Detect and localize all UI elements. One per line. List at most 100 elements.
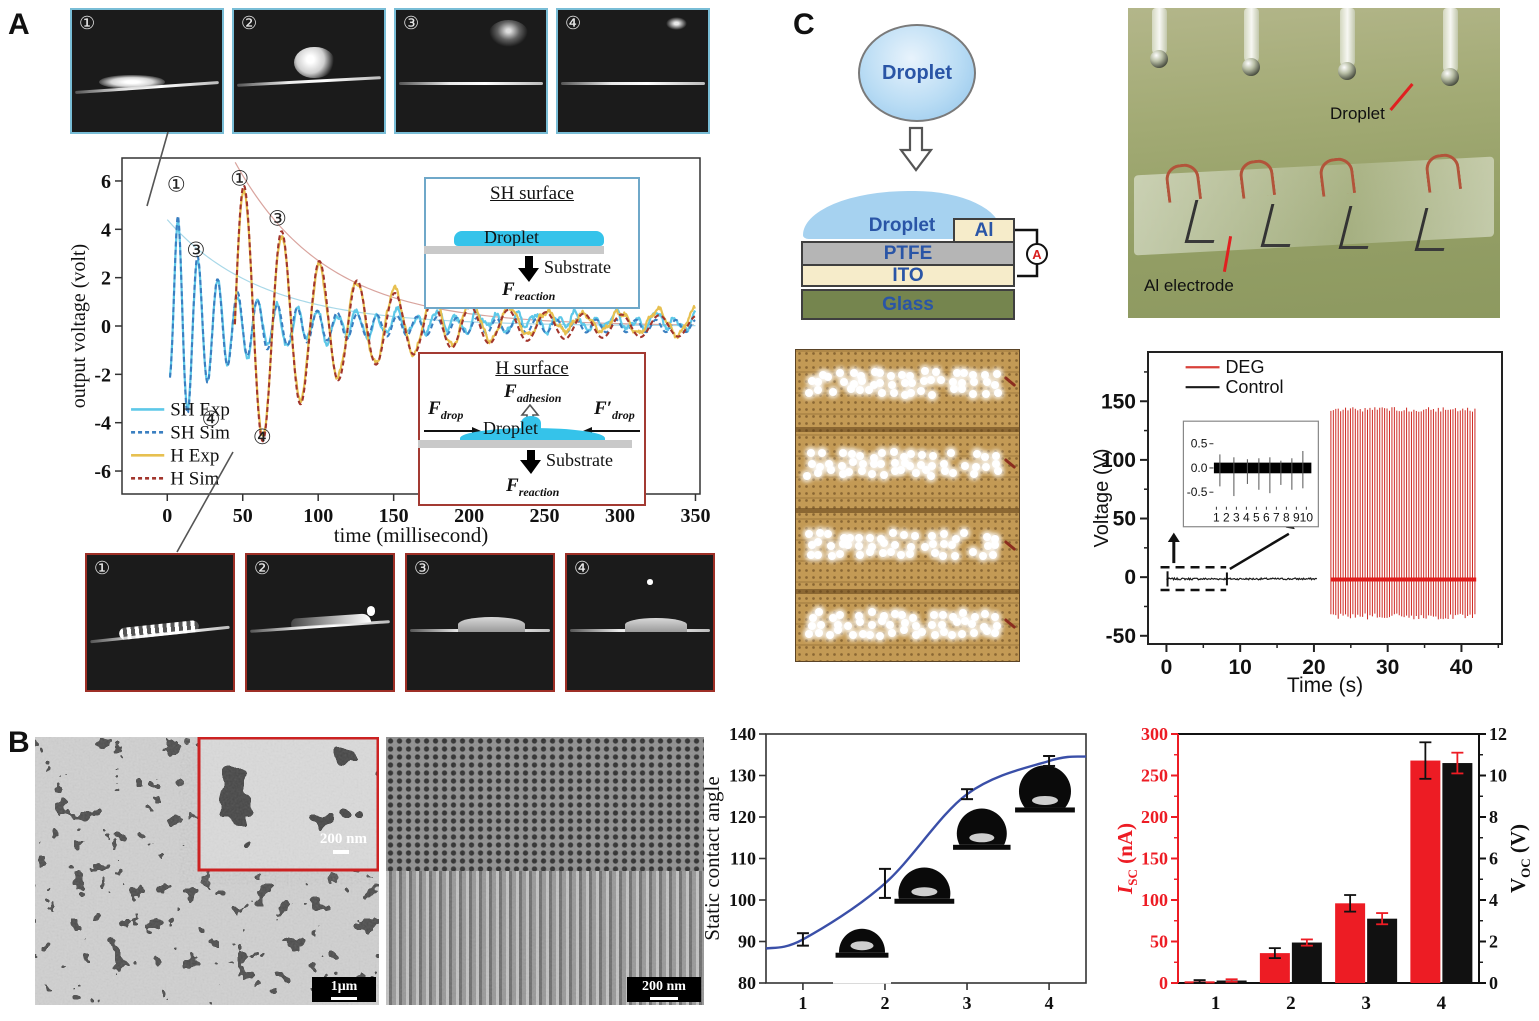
- svg-text:50: 50: [1113, 508, 1136, 531]
- substrate-label: Substrate: [544, 257, 611, 277]
- wire-stub: [1003, 375, 1017, 388]
- led-dot: [927, 390, 936, 399]
- svg-text:3: 3: [1361, 993, 1371, 1014]
- svg-text:100: 100: [1101, 449, 1136, 472]
- breadboard-groove: [796, 589, 1019, 594]
- led-dot: [890, 540, 899, 549]
- inset-scale-bar: [333, 850, 349, 854]
- led-dot: [838, 469, 847, 478]
- led-dot: [891, 610, 900, 619]
- droplet-hump: [625, 618, 687, 632]
- svg-text:6: 6: [101, 171, 111, 193]
- nozzle: [1443, 8, 1458, 74]
- svg-text:-0.5: -0.5: [1187, 485, 1208, 499]
- svg-text:250: 250: [1141, 766, 1168, 786]
- svg-text:1: 1: [1211, 993, 1221, 1014]
- led-dot: [920, 367, 929, 376]
- led-dot: [918, 450, 927, 459]
- svg-text:H Exp: H Exp: [170, 445, 219, 466]
- frame-number: ③: [403, 13, 420, 33]
- led-dot: [927, 461, 936, 470]
- droplet-pointer-line: [1389, 83, 1414, 111]
- led-breadboard-photo: [795, 349, 1020, 662]
- h-surface-inset: H surface Fadhesion Fdrop F′drop Droplet…: [418, 352, 646, 506]
- svg-text:1: 1: [798, 993, 807, 1013]
- led-dot: [981, 452, 990, 461]
- led-dot: [939, 539, 948, 548]
- droplet-bump: [521, 416, 541, 430]
- led-dot: [866, 534, 875, 542]
- svg-text:80: 80: [738, 973, 756, 993]
- led-dot: [813, 377, 822, 386]
- led-dot: [927, 376, 936, 385]
- inset-scale-text: 200 nm: [319, 831, 367, 847]
- led-dot: [807, 449, 816, 458]
- svg-text:300: 300: [605, 505, 635, 527]
- panel-b-label: B: [8, 726, 30, 759]
- svg-text:0: 0: [1159, 973, 1168, 993]
- led-dot: [878, 389, 886, 398]
- led-dot: [803, 471, 812, 480]
- frame-number: ②: [254, 558, 271, 578]
- led-dot: [849, 368, 858, 377]
- svg-text:8: 8: [1489, 807, 1498, 827]
- svg-text:-50: -50: [1106, 625, 1136, 648]
- led-dot: [906, 449, 915, 458]
- nozzle: [1244, 8, 1259, 64]
- svg-text:200: 200: [1141, 807, 1168, 827]
- svg-text:SH Sim: SH Sim: [170, 422, 230, 443]
- led-dot: [819, 370, 828, 379]
- panel-c-label: C: [793, 8, 815, 41]
- led-dot: [839, 378, 848, 387]
- led-dot: [991, 534, 1000, 543]
- led-dot: [870, 453, 879, 462]
- led-dot: [949, 385, 958, 394]
- led-dot: [824, 372, 833, 381]
- svg-text:4: 4: [1437, 993, 1447, 1014]
- svg-text:2: 2: [1223, 511, 1230, 525]
- led-dot: [952, 618, 961, 627]
- droplet-film: [118, 619, 200, 641]
- led-dot: [991, 451, 1000, 460]
- deg-voltage-chart: 0 10 20 30 40 -50 0 50 100 150 Time (s) Voltage (V)…: [1092, 351, 1503, 697]
- led-dot: [890, 448, 899, 457]
- f-drop-left-label: Fdrop: [428, 398, 464, 422]
- led-dot: [880, 471, 889, 480]
- led-dot: [870, 381, 879, 390]
- nozzle: [1152, 8, 1167, 56]
- led-dot: [906, 549, 915, 558]
- frame-number: ③: [414, 558, 431, 578]
- led-dot: [983, 377, 992, 386]
- led-dot: [818, 449, 827, 458]
- f-adhesion-label: Fadhesion: [504, 381, 562, 405]
- led-dot: [876, 534, 885, 543]
- svg-text:90: 90: [738, 932, 756, 952]
- svg-text:Voltage (V): Voltage (V): [1092, 449, 1113, 548]
- svg-text:4: 4: [1045, 993, 1054, 1013]
- led-dot: [867, 608, 876, 617]
- frame-number: ②: [241, 13, 258, 33]
- pendant-droplet: [1150, 50, 1168, 68]
- al-label: Al: [974, 219, 994, 241]
- led-dot: [868, 469, 877, 478]
- f-reaction-label: Freaction: [506, 475, 560, 499]
- svg-text:ISC (nA): ISC (nA): [1113, 823, 1140, 895]
- sh-highspeed-frame-2: ②: [232, 8, 386, 134]
- led-dot: [870, 459, 879, 468]
- led-dot: [901, 390, 910, 399]
- led-dot: [848, 457, 857, 466]
- down-arrow-icon: [520, 450, 541, 474]
- led-dot: [907, 378, 916, 387]
- svg-text:①: ①: [230, 167, 249, 191]
- led-dot: [828, 552, 837, 561]
- breadboard-groove: [796, 508, 1019, 513]
- frame-number: ④: [574, 558, 591, 578]
- led-dot: [970, 629, 979, 638]
- led-dot: [900, 531, 909, 540]
- led-dot: [865, 630, 874, 639]
- frame-number: ①: [79, 13, 96, 33]
- droplet-tip: [366, 606, 376, 616]
- svg-text:④: ④: [202, 407, 221, 431]
- svg-text:200: 200: [454, 505, 484, 527]
- led-dot: [844, 540, 853, 549]
